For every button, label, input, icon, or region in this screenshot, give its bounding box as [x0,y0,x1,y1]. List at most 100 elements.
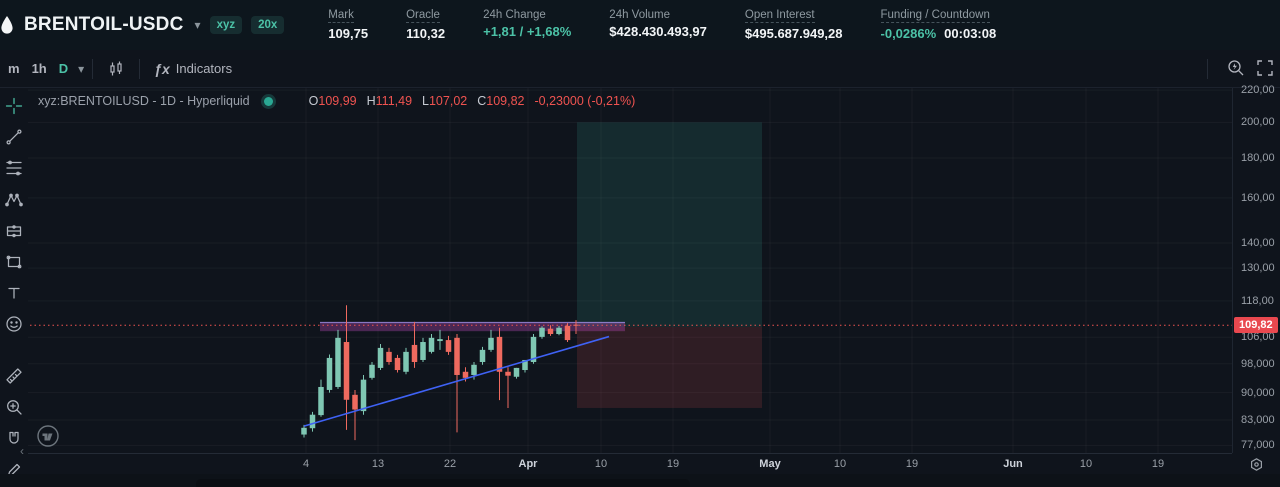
candle-body [454,337,460,375]
toolbar-divider [92,58,94,79]
candle-body [505,371,511,376]
candle-body [437,339,443,342]
indicators-label: Indicators [175,61,233,76]
stat-label: Funding / Countdown [880,9,990,23]
time-axis[interactable]: 4 13 22 Apr 10 19 May 10 19 Jun 10 19 [28,453,1232,474]
stat-24h-change: 24h Change +1,81 / +1,68% [483,9,571,41]
toolbar-divider [139,58,141,79]
stat-value: +1,81 / +1,68% [483,24,572,39]
ohlc-key: L [422,94,429,108]
candle-body [326,357,333,390]
tool-long-position-button[interactable] [2,217,26,245]
tool-trend-line-button[interactable] [2,123,26,151]
text-icon [8,288,20,299]
stat-value: $495.687.949,28 [744,26,843,41]
stat-label: Mark [328,9,354,23]
time-tick: 10 [1079,458,1093,470]
ohlc-value: 111,49 [375,94,413,108]
interval-group: m 1h D [0,57,74,80]
ohlc-key: O [308,94,319,108]
tool-magnet-button[interactable] [2,425,26,453]
magnet-icon [9,431,19,444]
price-tick: 98,000 [1241,357,1275,370]
interval-dropdown-icon[interactable]: ▾ [78,61,85,76]
stat-oracle: Oracle 110,32 [406,9,445,41]
candle-body [318,386,324,416]
ohlc-value: 107,02 [428,94,468,108]
interval-button-m[interactable]: m [8,61,20,76]
position-profit-zone[interactable] [577,122,762,327]
price-tick: 83,000 [1241,413,1275,426]
time-tick: Jun [1003,458,1023,470]
time-tick: 22 [443,458,457,470]
tool-crosshair-button[interactable] [2,92,26,120]
tool-text-button[interactable] [2,279,26,307]
candle-body [360,379,367,412]
stat-label: 24h Volume [609,9,671,21]
tool-rectangle-button[interactable] [2,248,26,276]
candle-body [352,394,358,410]
legend-ohlc: O109,99 H111,49 L107,02 C109,82 [299,94,525,108]
last-price-badge: 109,82 [1234,317,1278,334]
rectangle-icon [6,255,22,269]
leverage-badge[interactable]: 20x [251,16,285,34]
tradingview-logo[interactable] [36,424,60,448]
time-tick: 19 [1151,458,1165,470]
fullscreen-button[interactable] [1256,59,1274,80]
resistance-zone[interactable] [320,322,625,332]
candle-body [377,347,384,368]
tool-fib-retracement-button[interactable] [2,154,26,182]
stat-label: Open Interest [744,9,815,23]
interval-button-1h[interactable]: 1h [31,61,47,76]
xabcd-pattern-icon [5,193,23,206]
candle-body [420,342,426,360]
candle-body [479,349,486,363]
indicators-button[interactable]: ƒx Indicators [148,57,238,81]
tool-ruler-button[interactable] [2,362,26,390]
price-tick: 200,00 [1241,116,1275,129]
drawing-toolbar [0,88,28,487]
ohlc-value: 109,82 [486,94,525,108]
stat-value: $428.430.493,97 [609,24,707,39]
price-scale-settings-button[interactable] [1232,453,1280,477]
candle-body [547,328,554,335]
price-tick: 90,000 [1241,386,1275,399]
bottom-panel-edge[interactable] [196,479,690,487]
time-tick: 10 [594,458,608,470]
trend-line-icon [6,129,22,145]
symbol-selector[interactable]: BRENTOIL-USDC ▾ xyz 20x [0,14,285,36]
candle-body [394,357,401,371]
tool-zoom-in-button[interactable] [2,393,26,421]
quick-search-button[interactable] [1226,58,1246,81]
tool-xabcd-pattern-button[interactable] [2,186,26,214]
time-tick: 19 [666,458,680,470]
chevron-down-icon[interactable]: ▾ [194,18,201,32]
position-loss-zone[interactable] [577,326,762,408]
candle-body [403,351,409,372]
time-tick: 10 [833,458,847,470]
price-axis[interactable]: 220,00 200,00 180,00 160,00 140,00 130,00 118,… [1232,84,1280,453]
stat-funding-countdown: Funding / Countdown -0,0286% 00:03:08 [880,9,996,41]
candle-body [428,337,435,352]
trendline[interactable] [303,335,610,427]
long-position-icon [6,225,22,238]
axis-settings-icon [1250,458,1262,471]
price-tick: 77,000 [1241,439,1275,452]
tool-emoji-button[interactable] [2,310,26,338]
chart-toolbar: m 1h D ▾ ƒx Indicators [0,50,1280,88]
price-tick: 180,00 [1241,152,1275,164]
interval-button-d[interactable]: D [58,61,69,76]
emoji-icon [6,316,22,333]
stat-value: 110,32 [406,26,446,41]
candle-body [386,351,392,363]
candle-body [369,364,375,378]
toolbar-divider [1207,59,1208,79]
time-tick: May [759,458,781,470]
candle-style-button[interactable] [101,56,131,82]
candle-body [522,359,528,371]
candle-body [462,371,469,378]
price-tick: 106,00 [1241,331,1275,344]
quick-search-icon [1228,59,1244,75]
chevron-left-icon[interactable]: ‹ [20,444,24,458]
